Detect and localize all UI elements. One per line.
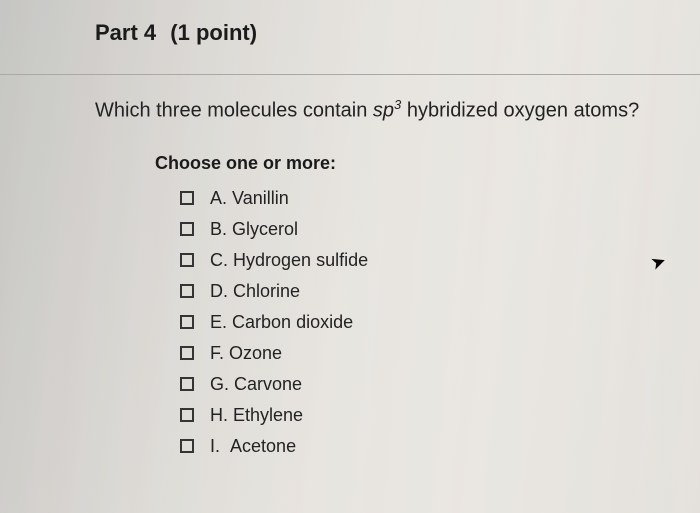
option-text: Carbon dioxide <box>232 312 353 333</box>
checkbox-icon[interactable] <box>180 253 194 267</box>
option-e[interactable]: E. Carbon dioxide <box>180 312 700 333</box>
checkbox-icon[interactable] <box>180 377 194 391</box>
question-text: Which three molecules contain sp3 hybrid… <box>95 97 700 123</box>
checkbox-icon[interactable] <box>180 222 194 236</box>
question-header: Part 4 (1 point) <box>95 20 700 46</box>
option-text: Ozone <box>229 343 282 364</box>
option-b[interactable]: B. Glycerol <box>180 219 700 240</box>
option-a[interactable]: A. Vanillin <box>180 188 700 209</box>
divider <box>0 74 700 75</box>
option-c[interactable]: C. Hydrogen sulfide <box>180 250 700 271</box>
option-text: Vanillin <box>232 188 289 209</box>
option-text: Ethylene <box>233 405 303 426</box>
option-g[interactable]: G. Carvone <box>180 374 700 395</box>
part-label: Part 4 <box>95 20 156 45</box>
option-text: Carvone <box>234 374 302 395</box>
option-letter: A. <box>210 188 227 209</box>
option-letter: F. <box>210 343 224 364</box>
option-text: Acetone <box>230 436 296 457</box>
question-prefix: Which three molecules contain <box>95 100 373 122</box>
option-letter: D. <box>210 281 228 302</box>
option-i[interactable]: I. Acetone <box>180 436 700 457</box>
choose-instruction: Choose one or more: <box>155 153 700 174</box>
points-label: (1 point) <box>170 20 257 45</box>
option-letter: C. <box>210 250 228 271</box>
checkbox-icon[interactable] <box>180 346 194 360</box>
option-h[interactable]: H. Ethylene <box>180 405 700 426</box>
option-letter: B. <box>210 219 227 240</box>
checkbox-icon[interactable] <box>180 315 194 329</box>
option-letter: E. <box>210 312 227 333</box>
options-list: A. Vanillin B. Glycerol C. Hydrogen sulf… <box>180 188 700 457</box>
checkbox-icon[interactable] <box>180 284 194 298</box>
option-text: Hydrogen sulfide <box>233 250 368 271</box>
option-f[interactable]: F. Ozone <box>180 343 700 364</box>
checkbox-icon[interactable] <box>180 408 194 422</box>
option-letter: H. <box>210 405 228 426</box>
question-suffix: hybridized oxygen atoms? <box>401 100 639 122</box>
option-text: Glycerol <box>232 219 298 240</box>
option-text: Chlorine <box>233 281 300 302</box>
checkbox-icon[interactable] <box>180 439 194 453</box>
option-d[interactable]: D. Chlorine <box>180 281 700 302</box>
checkbox-icon[interactable] <box>180 191 194 205</box>
sp-term: sp <box>373 100 394 122</box>
option-letter: G. <box>210 374 229 395</box>
option-letter: I. <box>210 436 220 457</box>
